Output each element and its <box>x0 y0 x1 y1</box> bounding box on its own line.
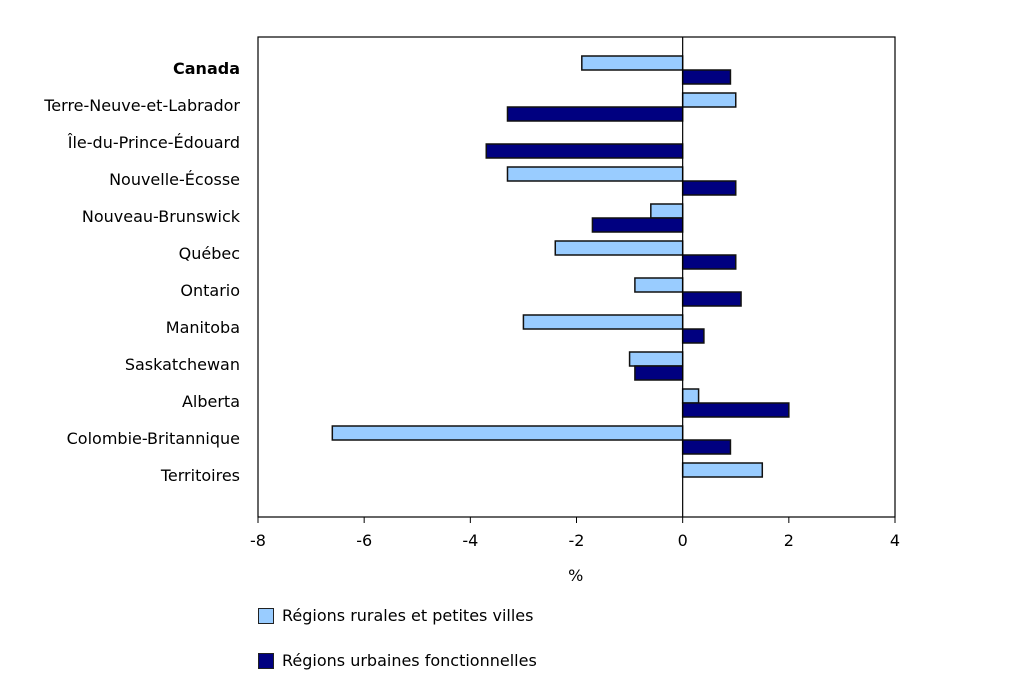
legend-label-urban: Régions urbaines fonctionnelles <box>282 651 537 670</box>
bar-urban <box>681 328 705 344</box>
legend-swatch-rural <box>258 607 274 624</box>
bar-urban <box>506 106 684 122</box>
bar-rural <box>681 388 700 404</box>
category-label: Nouveau-Brunswick <box>82 207 241 226</box>
bar-urban <box>681 402 790 418</box>
bar-rural <box>554 240 684 256</box>
category-label: Territoires <box>160 466 240 485</box>
category-label: Île-du-Prince-Édouard <box>67 133 240 152</box>
legend-label-rural: Régions rurales et petites villes <box>282 606 534 625</box>
x-tick-label: -4 <box>462 531 478 550</box>
bar-rural <box>681 462 764 478</box>
bar-rural <box>628 351 684 367</box>
bar-urban <box>681 439 732 455</box>
legend-swatch-urban <box>258 652 274 669</box>
x-tick-label: 2 <box>784 531 794 550</box>
bar-urban <box>681 254 737 270</box>
bar-rural <box>522 314 684 330</box>
legend-item-rural: Régions rurales et petites villes <box>258 606 533 625</box>
category-label: Terre-Neuve-et-Labrador <box>43 96 240 115</box>
bar-rural <box>331 425 684 441</box>
bar-rural <box>681 92 737 108</box>
x-tick-label: 4 <box>890 531 900 550</box>
bar-rural <box>581 55 684 71</box>
category-label: Québec <box>179 244 240 263</box>
bar-urban <box>591 217 684 233</box>
bar-urban <box>681 69 732 85</box>
x-tick-label: -8 <box>250 531 266 550</box>
category-label: Ontario <box>180 281 240 300</box>
category-label: Nouvelle-Écosse <box>109 170 240 189</box>
x-tick-label: 0 <box>678 531 688 550</box>
x-tick-label: -2 <box>569 531 585 550</box>
x-axis-label: % <box>568 566 583 585</box>
category-label: Saskatchewan <box>125 355 240 374</box>
bar-rural <box>650 203 684 219</box>
bar-rural <box>634 277 684 293</box>
category-label: Colombie-Britannique <box>67 429 240 448</box>
bar-urban <box>634 365 684 381</box>
x-tick-label: -6 <box>356 531 372 550</box>
bar-urban <box>681 291 742 307</box>
category-label: Manitoba <box>166 318 240 337</box>
bar-urban <box>681 180 737 196</box>
legend-item-urban: Régions urbaines fonctionnelles <box>258 651 537 670</box>
category-label: Canada <box>173 59 240 78</box>
category-label: Alberta <box>182 392 240 411</box>
bar-rural <box>506 166 684 182</box>
bar-urban <box>485 143 684 159</box>
